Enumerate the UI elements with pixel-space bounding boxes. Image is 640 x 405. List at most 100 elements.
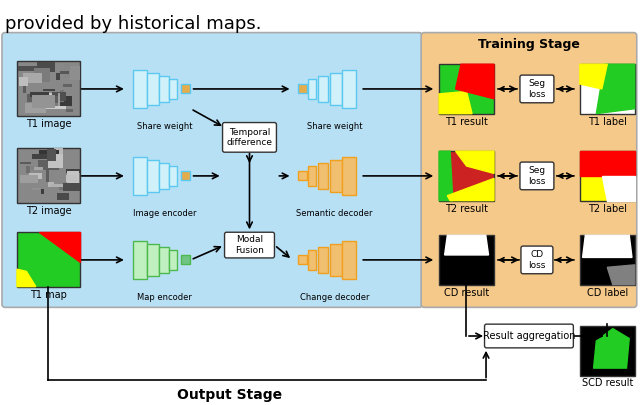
Polygon shape <box>439 92 472 114</box>
FancyBboxPatch shape <box>32 154 54 159</box>
Text: Share weight: Share weight <box>137 122 193 130</box>
FancyBboxPatch shape <box>439 151 494 200</box>
FancyBboxPatch shape <box>49 93 53 108</box>
FancyBboxPatch shape <box>439 64 494 114</box>
FancyBboxPatch shape <box>330 73 342 105</box>
FancyBboxPatch shape <box>41 188 44 194</box>
FancyBboxPatch shape <box>169 166 177 186</box>
Polygon shape <box>447 178 494 200</box>
FancyBboxPatch shape <box>26 103 46 113</box>
FancyBboxPatch shape <box>26 166 30 173</box>
Text: provided by historical maps.: provided by historical maps. <box>5 15 262 33</box>
FancyBboxPatch shape <box>33 95 55 108</box>
FancyBboxPatch shape <box>180 256 189 264</box>
FancyBboxPatch shape <box>17 61 80 115</box>
FancyBboxPatch shape <box>47 149 56 162</box>
FancyBboxPatch shape <box>67 171 79 185</box>
Text: T1 label: T1 label <box>588 117 627 127</box>
FancyBboxPatch shape <box>68 66 80 80</box>
Text: SCD result: SCD result <box>582 379 633 388</box>
FancyBboxPatch shape <box>58 94 60 107</box>
Polygon shape <box>439 151 453 200</box>
FancyBboxPatch shape <box>147 244 159 276</box>
Text: CD result: CD result <box>444 288 489 298</box>
FancyBboxPatch shape <box>521 246 553 274</box>
Polygon shape <box>596 64 635 114</box>
FancyBboxPatch shape <box>159 247 169 273</box>
FancyBboxPatch shape <box>580 235 635 285</box>
FancyBboxPatch shape <box>308 250 316 270</box>
FancyBboxPatch shape <box>223 123 276 152</box>
Text: T2 image: T2 image <box>26 206 71 215</box>
FancyBboxPatch shape <box>56 73 60 80</box>
Polygon shape <box>593 328 629 368</box>
FancyBboxPatch shape <box>484 324 573 348</box>
FancyBboxPatch shape <box>318 76 328 102</box>
FancyBboxPatch shape <box>132 241 147 279</box>
FancyBboxPatch shape <box>18 66 38 71</box>
Polygon shape <box>456 64 494 99</box>
FancyBboxPatch shape <box>52 92 66 101</box>
FancyBboxPatch shape <box>169 79 177 99</box>
FancyBboxPatch shape <box>40 150 59 159</box>
Text: Semantic decoder: Semantic decoder <box>296 209 372 217</box>
FancyBboxPatch shape <box>60 71 69 74</box>
FancyBboxPatch shape <box>159 76 169 102</box>
Text: Training Stage: Training Stage <box>478 38 580 51</box>
FancyBboxPatch shape <box>63 183 80 191</box>
Polygon shape <box>17 269 36 287</box>
FancyBboxPatch shape <box>342 157 356 195</box>
FancyBboxPatch shape <box>439 235 494 285</box>
FancyBboxPatch shape <box>20 175 38 183</box>
FancyBboxPatch shape <box>132 70 147 108</box>
FancyBboxPatch shape <box>342 241 356 279</box>
FancyBboxPatch shape <box>29 173 42 179</box>
FancyBboxPatch shape <box>50 102 58 109</box>
Text: Map encoder: Map encoder <box>137 292 192 301</box>
FancyBboxPatch shape <box>60 90 64 102</box>
FancyBboxPatch shape <box>318 247 328 273</box>
FancyBboxPatch shape <box>520 162 554 190</box>
FancyBboxPatch shape <box>33 188 40 190</box>
Polygon shape <box>456 151 494 173</box>
FancyBboxPatch shape <box>44 89 55 92</box>
FancyBboxPatch shape <box>520 75 554 103</box>
FancyBboxPatch shape <box>23 73 42 83</box>
Text: T2 result: T2 result <box>445 204 488 213</box>
Text: Temporal
difference: Temporal difference <box>227 128 273 147</box>
FancyBboxPatch shape <box>342 70 356 108</box>
FancyBboxPatch shape <box>46 169 49 182</box>
FancyBboxPatch shape <box>59 182 73 188</box>
FancyBboxPatch shape <box>41 151 59 158</box>
Polygon shape <box>602 176 635 200</box>
FancyBboxPatch shape <box>308 79 316 99</box>
FancyBboxPatch shape <box>318 163 328 189</box>
Text: T2 label: T2 label <box>588 204 627 213</box>
FancyBboxPatch shape <box>35 68 51 82</box>
Polygon shape <box>607 265 635 285</box>
FancyBboxPatch shape <box>66 109 72 111</box>
FancyBboxPatch shape <box>580 64 635 114</box>
FancyBboxPatch shape <box>180 85 189 94</box>
FancyBboxPatch shape <box>159 163 169 189</box>
Text: Output Stage: Output Stage <box>177 388 282 403</box>
Text: Image encoder: Image encoder <box>133 209 196 217</box>
Polygon shape <box>580 64 607 89</box>
FancyBboxPatch shape <box>580 151 635 200</box>
Text: T1 image: T1 image <box>26 119 71 129</box>
Polygon shape <box>580 151 635 176</box>
FancyBboxPatch shape <box>31 166 34 170</box>
Text: Result aggregation: Result aggregation <box>483 331 575 341</box>
Text: Seg
loss: Seg loss <box>528 79 546 99</box>
FancyBboxPatch shape <box>330 244 342 276</box>
Text: T1 map: T1 map <box>30 290 67 300</box>
FancyBboxPatch shape <box>46 106 66 109</box>
FancyBboxPatch shape <box>54 148 63 156</box>
FancyBboxPatch shape <box>63 64 70 79</box>
FancyBboxPatch shape <box>38 96 58 103</box>
FancyBboxPatch shape <box>298 256 307 264</box>
FancyBboxPatch shape <box>421 33 637 307</box>
FancyBboxPatch shape <box>19 77 28 86</box>
FancyBboxPatch shape <box>20 162 31 164</box>
FancyBboxPatch shape <box>17 148 80 202</box>
